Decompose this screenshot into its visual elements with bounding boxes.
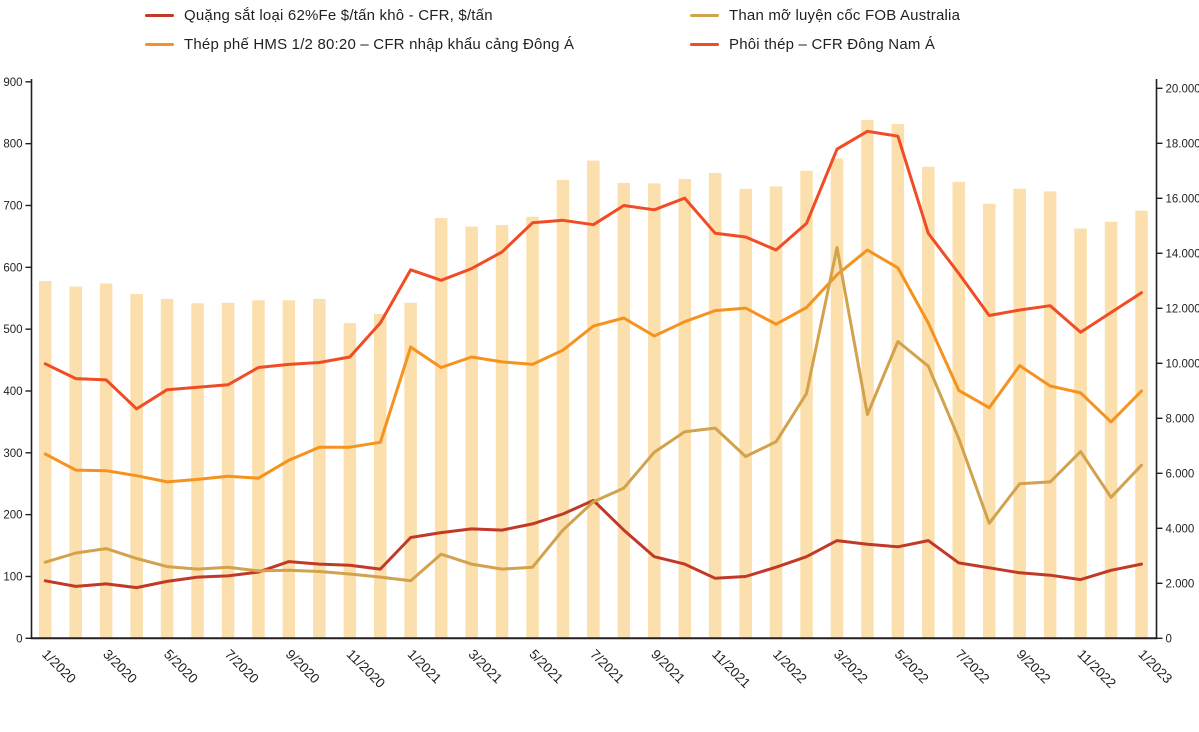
x-axis-tick-label: 3/2022 [831,647,871,687]
legend-item-thep_phe: Thép phế HMS 1/2 80:20 – CFR nhập khẩu c… [145,36,574,53]
x-axis-tick-label: 1/2022 [770,647,810,687]
right-axis-tick-label: 6.000 [1166,468,1195,480]
bar [191,303,204,639]
x-axis-tick-label: 11/2020 [344,647,388,691]
bar [39,281,52,639]
bar [861,119,874,639]
line-than_mo [43,246,1143,583]
legend-label: Thép phế HMS 1/2 80:20 – CFR nhập khẩu c… [184,36,575,53]
bar [983,203,996,639]
bar [69,286,82,639]
bar [952,181,965,639]
legend-item-than_mo: Than mỡ luyện cốc FOB Australia [690,7,960,24]
right-axis-tick-label: 2.000 [1166,578,1195,590]
bar [678,179,691,639]
left-axis-tick-label: 700 [3,200,22,212]
legend-swatch-quang_sat [145,14,174,17]
left-axis-tick-label: 400 [3,386,22,398]
bar [252,300,265,639]
bar [1135,210,1148,639]
left-axis-tick-label: 200 [3,510,22,522]
x-axis-tick-label: 9/2020 [283,647,323,687]
right-axis-tick-label: 8.000 [1166,413,1195,425]
bar [221,302,235,639]
legend-swatch-thep_phe [145,43,174,46]
legend-swatch-phoi_thep [690,43,719,46]
x-axis-tick-label: 11/2021 [709,647,753,691]
left-axis-tick-label: 800 [3,139,22,151]
bar [891,124,905,639]
right-axis-tick-label: 20.000 [1166,83,1199,95]
bar [1104,221,1118,639]
legend-label: Quặng sắt loại 62%Fe $/tấn khô - CFR, $/… [184,7,493,24]
right-axis-tick-label: 10.000 [1166,358,1199,370]
bar [404,302,417,639]
line-phoi_thep [43,129,1143,411]
right-axis-tick-label: 12.000 [1166,303,1199,315]
bar [343,323,357,639]
left-axis-tick-label: 900 [3,77,22,89]
x-axis-tick-label: 9/2022 [1014,647,1054,687]
x-axis-tick-label: 1/2023 [1135,647,1175,687]
bar [739,188,752,639]
bar [282,300,296,639]
bar [587,160,600,639]
x-axis-tick-label: 9/2021 [648,647,688,687]
x-axis-tick-label: 11/2022 [1074,647,1118,691]
right-axis-tick-label: 0 [1166,633,1172,645]
x-axis-tick-label: 3/2021 [465,647,505,687]
x-axis-tick-label: 7/2020 [222,647,262,687]
x-axis-tick-label: 7/2021 [587,647,627,687]
left-axis-tick-label: 600 [3,262,22,274]
bar [830,158,844,639]
left-axis-tick-label: 500 [3,324,22,336]
left-axis-tick-label: 0 [16,633,22,645]
legend-item-quang_sat: Quặng sắt loại 62%Fe $/tấn khô - CFR, $/… [145,7,493,24]
x-axis-tick-label: 1/2020 [39,647,79,687]
bar [648,183,661,639]
bar [556,179,570,639]
legend-item-phoi_thep: Phôi thép – CFR Đông Nam Á [690,36,935,53]
left-axis-tick-label: 100 [3,571,22,583]
bar [495,225,509,639]
bar [130,294,143,639]
legend-swatch-than_mo [690,14,719,17]
x-axis-tick-label: 5/2020 [161,647,201,687]
x-axis-tick-label: 5/2022 [892,647,932,687]
bar [769,186,783,639]
bar [313,298,326,639]
bar [708,173,722,639]
left-axis-tick-label: 300 [3,448,22,460]
x-axis-tick-label: 7/2022 [953,647,993,687]
bar [617,182,631,639]
x-axis-tick-label: 3/2020 [100,647,140,687]
bar [1013,188,1026,639]
bar [465,226,478,639]
bar [922,166,935,639]
bar [160,298,174,639]
legend-label: Phôi thép – CFR Đông Nam Á [729,36,936,53]
bar [1043,191,1057,639]
legend-label: Than mỡ luyện cốc FOB Australia [729,7,961,24]
x-axis-tick-label: 5/2021 [526,647,566,687]
bar [374,313,387,639]
right-axis-tick-label: 4.000 [1166,523,1195,535]
line-thep_phe [43,248,1143,484]
bar [526,216,539,639]
right-axis-tick-label: 14.000 [1166,248,1199,260]
bar [800,170,813,639]
x-axis-tick-label: 1/2021 [405,647,445,687]
right-axis-tick-label: 16.000 [1166,193,1199,205]
right-axis-tick-label: 18.000 [1166,138,1199,150]
